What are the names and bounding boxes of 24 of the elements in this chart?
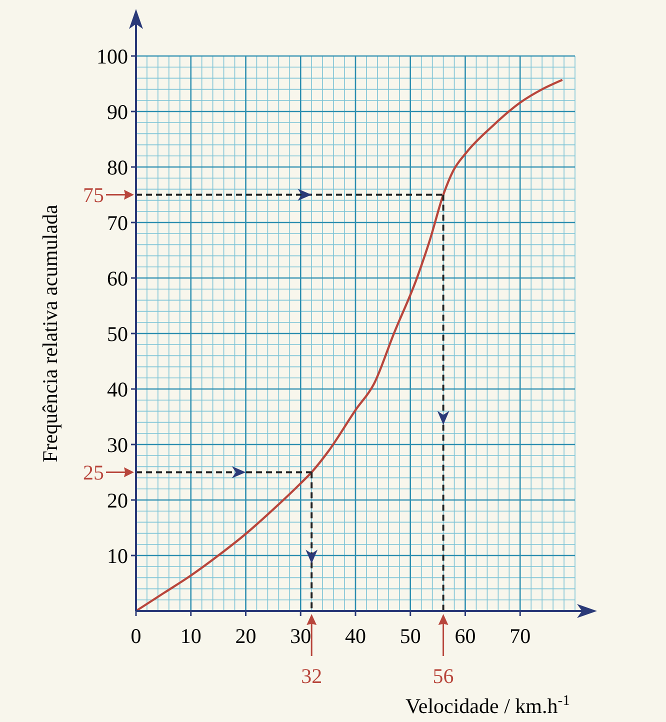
y-tick-label: 20 <box>107 488 128 512</box>
y-tick-label: 30 <box>107 432 128 457</box>
x-tick-label: 70 <box>510 624 531 648</box>
annotation: 25 <box>83 460 104 485</box>
y-tick-label: 70 <box>107 210 128 235</box>
x-tick-label: 40 <box>345 624 366 648</box>
y-tick-label: 10 <box>107 544 128 568</box>
x-tick-label: 50 <box>400 624 421 648</box>
y-tick-label: 90 <box>107 100 128 124</box>
y-tick-label: 40 <box>107 377 128 402</box>
y-axis-title: Frequência relativa acumulada <box>38 204 62 462</box>
annotation: 32 <box>301 664 322 688</box>
x-axis-title: Velocidade / km.h$^{-1}$ <box>406 693 570 718</box>
annotation: 75 <box>83 183 104 208</box>
y-tick-label: 100 <box>96 44 128 68</box>
y-tick-label: 50 <box>107 322 128 346</box>
x-tick-label: 0 <box>130 624 142 648</box>
x-tick-label: 10 <box>180 624 202 648</box>
annotation: 56 <box>432 664 454 688</box>
y-tick-label: 60 <box>107 266 128 290</box>
x-tick-label: 60 <box>454 624 476 648</box>
y-tick-label: 80 <box>107 155 128 180</box>
x-tick-label: 20 <box>235 624 256 648</box>
x-tick-label: 30 <box>290 624 312 648</box>
